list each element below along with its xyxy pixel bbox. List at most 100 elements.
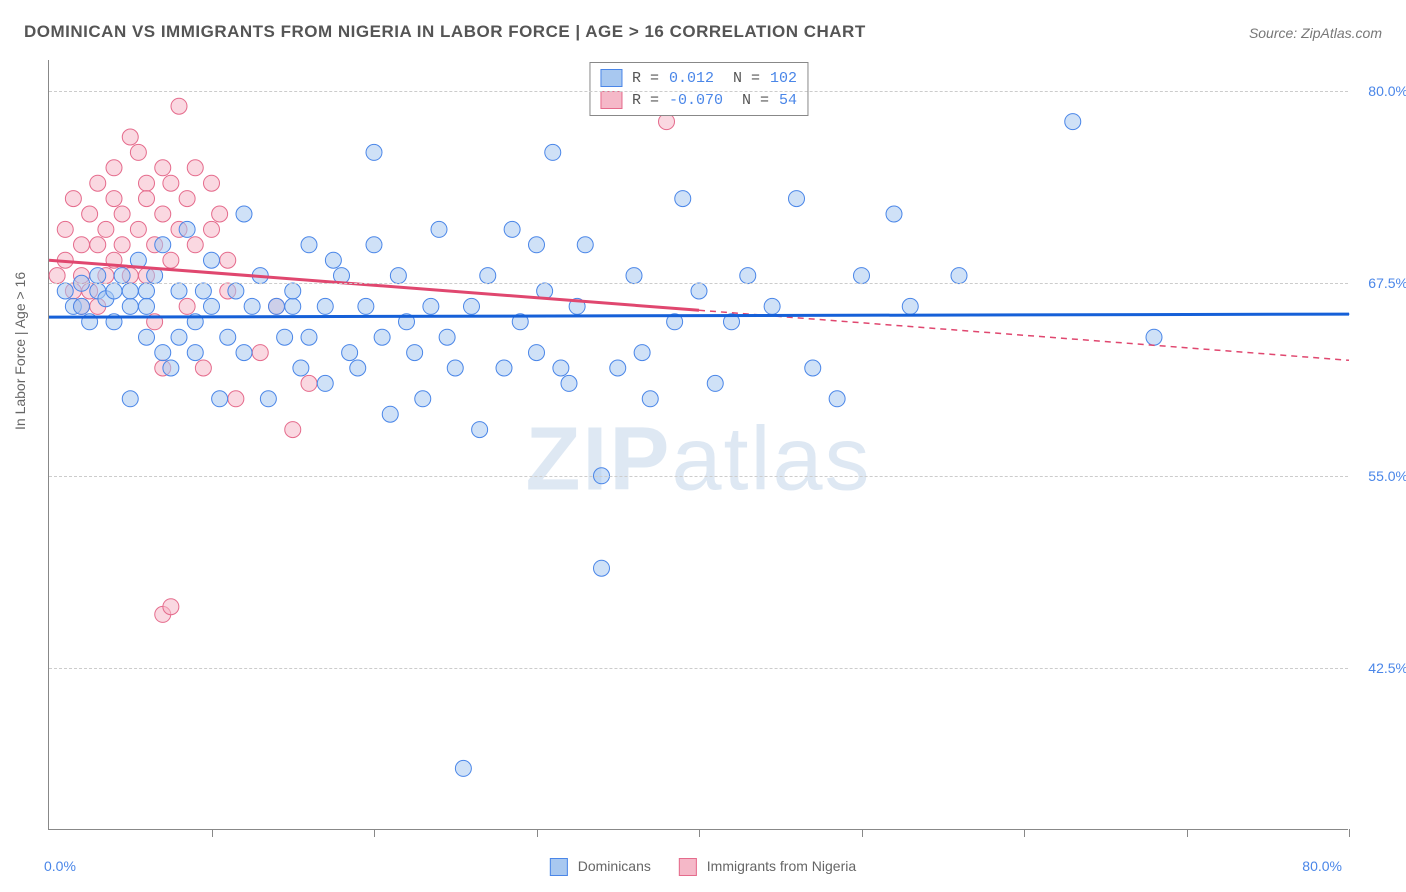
data-point: [195, 283, 211, 299]
x-tick: [374, 829, 375, 837]
trend-line-extrapolated: [699, 310, 1349, 360]
legend-swatch-series1: [550, 858, 568, 876]
data-point: [577, 237, 593, 253]
grid-line: [49, 91, 1348, 92]
data-point: [407, 345, 423, 361]
data-point: [317, 298, 333, 314]
data-point: [155, 206, 171, 222]
n-value-series2: 54: [779, 92, 797, 109]
data-point: [187, 237, 203, 253]
data-point: [382, 406, 398, 422]
x-tick: [537, 829, 538, 837]
data-point: [805, 360, 821, 376]
n-value-series1: 102: [770, 70, 797, 87]
data-point: [90, 237, 106, 253]
data-point: [691, 283, 707, 299]
data-point: [139, 329, 155, 345]
data-point: [1146, 329, 1162, 345]
data-point: [90, 175, 106, 191]
data-point: [390, 268, 406, 284]
data-point: [740, 268, 756, 284]
data-point: [902, 298, 918, 314]
data-point: [122, 283, 138, 299]
data-point: [480, 268, 496, 284]
data-point: [675, 191, 691, 207]
data-point: [122, 129, 138, 145]
data-point: [236, 345, 252, 361]
data-point: [139, 175, 155, 191]
data-point: [139, 283, 155, 299]
data-point: [342, 345, 358, 361]
data-point: [74, 298, 90, 314]
data-point: [195, 360, 211, 376]
grid-line: [49, 476, 1348, 477]
data-point: [447, 360, 463, 376]
data-point: [244, 298, 260, 314]
data-point: [171, 283, 187, 299]
data-point: [854, 268, 870, 284]
data-point: [204, 221, 220, 237]
data-point: [204, 298, 220, 314]
y-tick-label: 67.5%: [1358, 275, 1406, 291]
data-point: [82, 206, 98, 222]
legend-swatch-series2: [679, 858, 697, 876]
data-point: [65, 191, 81, 207]
data-point: [594, 560, 610, 576]
data-point: [228, 283, 244, 299]
data-point: [431, 221, 447, 237]
y-tick-label: 80.0%: [1358, 83, 1406, 99]
chart-title: DOMINICAN VS IMMIGRANTS FROM NIGERIA IN …: [24, 22, 866, 42]
data-point: [293, 360, 309, 376]
data-point: [187, 160, 203, 176]
scatter-plot: [49, 60, 1348, 829]
data-point: [114, 268, 130, 284]
data-point: [171, 98, 187, 114]
data-point: [285, 298, 301, 314]
x-tick: [699, 829, 700, 837]
data-point: [204, 175, 220, 191]
legend-item-series1: Dominicans: [550, 858, 651, 876]
stats-legend-box: R = 0.012 N = 102 R = -0.070 N = 54: [589, 62, 808, 116]
data-point: [301, 237, 317, 253]
data-point: [155, 345, 171, 361]
data-point: [155, 160, 171, 176]
data-point: [829, 391, 845, 407]
data-point: [139, 191, 155, 207]
trend-line: [49, 314, 1349, 317]
data-point: [529, 237, 545, 253]
data-point: [496, 360, 512, 376]
data-point: [220, 329, 236, 345]
stats-swatch-series1: [600, 69, 622, 87]
data-point: [561, 375, 577, 391]
data-point: [252, 345, 268, 361]
data-point: [350, 360, 366, 376]
data-point: [212, 391, 228, 407]
data-point: [236, 206, 252, 222]
bottom-legend: Dominicans Immigrants from Nigeria: [550, 858, 856, 876]
y-tick-label: 55.0%: [1358, 468, 1406, 484]
data-point: [163, 252, 179, 268]
data-point: [163, 599, 179, 615]
y-tick-label: 42.5%: [1358, 660, 1406, 676]
data-point: [366, 144, 382, 160]
data-point: [285, 283, 301, 299]
data-point: [57, 283, 73, 299]
data-point: [179, 221, 195, 237]
x-axis-max-label: 80.0%: [1302, 858, 1342, 874]
data-point: [659, 114, 675, 130]
data-point: [789, 191, 805, 207]
data-point: [301, 375, 317, 391]
data-point: [886, 206, 902, 222]
data-point: [163, 175, 179, 191]
data-point: [764, 298, 780, 314]
data-point: [707, 375, 723, 391]
data-point: [325, 252, 341, 268]
data-point: [464, 298, 480, 314]
data-point: [57, 221, 73, 237]
x-tick: [862, 829, 863, 837]
data-point: [114, 237, 130, 253]
data-point: [106, 191, 122, 207]
data-point: [130, 221, 146, 237]
data-point: [366, 237, 382, 253]
data-point: [163, 360, 179, 376]
